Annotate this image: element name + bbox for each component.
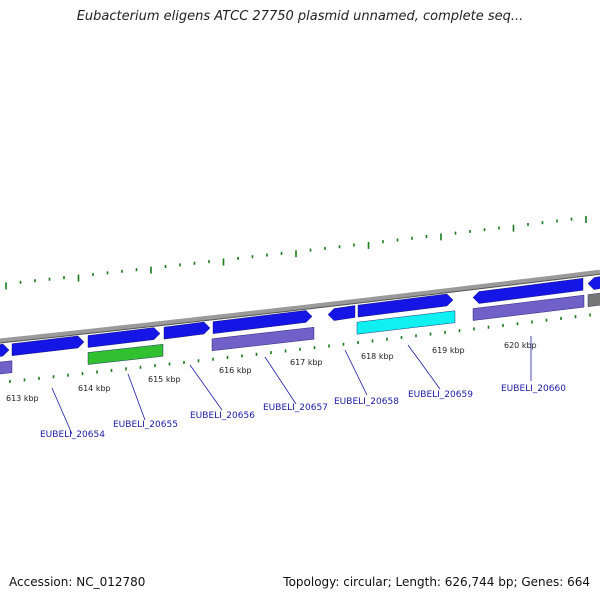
gene-label: EUBELI_20655 [113,420,178,430]
accession-label: Accession: NC_012780 [9,575,146,589]
cds-reverse-2 [87,344,164,365]
gene-leader [51,387,73,435]
cds-forward-8 [472,278,584,304]
scale-label: 620 kbp [504,341,537,350]
scale-label: 614 kbp [78,384,111,393]
gene-leader [264,356,297,405]
gene-label: EUBELI_20656 [190,411,255,421]
gene-label: EUBELI_20658 [334,397,399,407]
scale-label: 616 kbp [219,366,252,375]
sequence-backbone [0,269,600,344]
cds-reverse-6 [587,292,600,307]
cds-reverse-1 [0,360,13,375]
cds-reverse-3 [211,326,315,352]
cds-reverse-5 [472,294,585,321]
scale-label: 617 kbp [290,358,323,367]
cds-forward-3 [87,327,161,348]
cds-forward-4 [163,321,211,340]
gene-label: EUBELI_20654 [40,430,105,440]
cds-forward-6 [327,305,356,321]
gc-skew-track [5,215,587,290]
topology-summary: Topology: circular; Length: 626,744 bp; … [283,575,590,589]
gene-label: EUBELI_20660 [501,384,566,394]
scale-label: 619 kbp [432,346,465,355]
scale-label: 613 kbp [6,394,39,403]
backbone-arc [0,269,600,344]
scale-label: 618 kbp [361,352,394,361]
gene-leader [407,344,441,390]
gene-label: EUBELI_20657 [263,403,328,413]
scale-label: 615 kbp [148,375,181,384]
cds-forward-1 [0,343,10,357]
scale-track: 613 kbp 614 kbp 615 kbp 616 kbp 617 kbp 618 k… [6,313,591,403]
gene-label: EUBELI_20659 [408,390,473,400]
cds-forward-2 [11,335,85,356]
cds-forward-9 [587,276,600,290]
map-title: Eubacterium eligens ATCC 27750 plasmid u… [76,9,524,24]
cds-reverse-4 [356,310,456,335]
cds-forward-5 [212,310,313,334]
gene-label-track: EUBELI_20654 EUBELI_20655 EUBELI_20656 EUBE… [40,336,566,440]
gene-leader [189,364,223,411]
cds-forward-7 [357,293,454,318]
backbone-shadow [0,273,600,344]
gene-leader [344,349,368,396]
gene-leader [127,373,146,421]
feature-track[interactable] [0,276,600,375]
